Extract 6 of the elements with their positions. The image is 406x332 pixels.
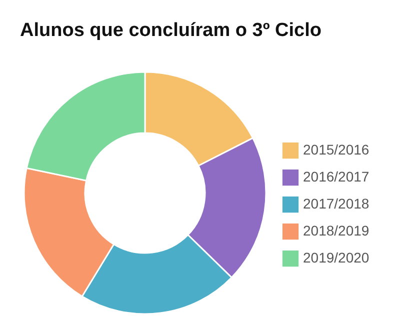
legend-label: 2016/2017 (303, 168, 370, 184)
legend-label: 2015/2016 (303, 142, 370, 158)
legend-label: 2019/2020 (303, 250, 370, 266)
chart-title: Alunos que concluíram o 3º Ciclo (20, 20, 322, 41)
legend-label: 2017/2018 (303, 196, 370, 212)
legend-label: 2018/2019 (303, 222, 370, 238)
